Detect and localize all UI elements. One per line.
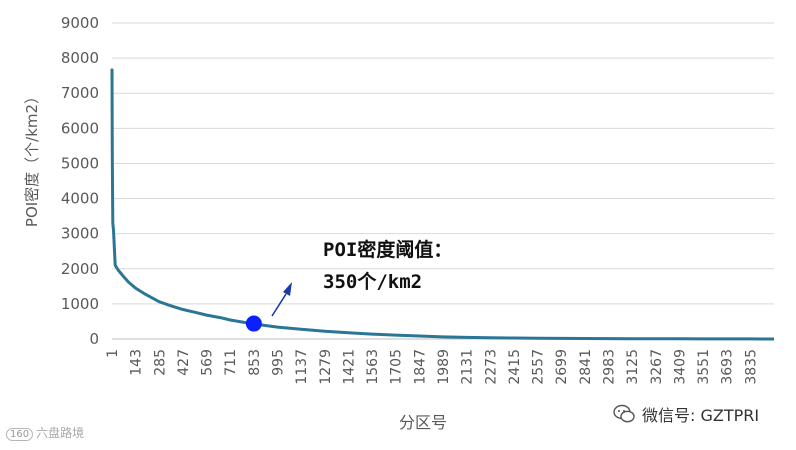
x-tick-label: 1989 [436, 349, 452, 385]
x-tick-label: 2415 [507, 349, 523, 385]
y-tick-label: 8000 [61, 49, 99, 67]
watermark-right: 微信号: GZTPRI [612, 402, 759, 426]
x-tick-label: 1705 [389, 349, 405, 385]
x-tick-label: 711 [223, 349, 239, 376]
y-tick-label: 6000 [61, 119, 99, 137]
watermark-left: 160 六盘路境 [6, 424, 84, 441]
annotation-value: 350个/km2 [323, 271, 422, 293]
y-tick-label: 9000 [61, 14, 99, 32]
x-tick-label: 2131 [460, 349, 476, 385]
x-tick-label: 1847 [412, 349, 428, 385]
x-tick-label: 1 [105, 349, 121, 358]
x-axis-label: 分区号 [399, 413, 447, 432]
x-tick-label: 2983 [602, 349, 618, 385]
y-tick-label: 7000 [61, 84, 99, 102]
x-tick-label: 3693 [720, 349, 736, 385]
y-axis-label: POI密度（个/km2） [23, 89, 41, 227]
threshold-point [245, 315, 262, 332]
x-tick-label: 3551 [696, 349, 712, 385]
x-tick-label: 995 [271, 349, 287, 376]
x-tick-labels: 1 143 285 427 569 711 853 995 1137 1279 1421 1563 17… [105, 349, 759, 385]
x-tick-label: 2841 [578, 349, 594, 385]
x-tick-label: 143 [129, 349, 145, 376]
x-tick-label: 1137 [294, 349, 310, 385]
watermark-right-text: 微信号: GZTPRI [642, 406, 760, 425]
x-tick-label: 3409 [672, 349, 688, 385]
watermark-left-symbol: 160 [6, 428, 34, 441]
y-tick-label: 0 [89, 330, 99, 348]
y-tick-label: 1000 [61, 295, 99, 313]
x-tick-label: 2699 [554, 349, 570, 385]
x-tick-label: 2273 [483, 349, 499, 385]
x-tick-label: 3125 [625, 349, 641, 385]
x-tick-label: 2557 [531, 349, 547, 385]
x-tick-label: 1563 [365, 349, 381, 385]
y-tick-label: 3000 [61, 225, 99, 243]
y-tick-labels: 0 1000 2000 3000 4000 5000 6000 7000 8000 9000 [61, 14, 99, 348]
x-tick-label: 853 [247, 349, 263, 376]
x-tick-label: 3835 [743, 349, 759, 385]
wechat-icon [613, 404, 635, 423]
series-line [110, 68, 775, 341]
annotation-title: POI密度阈值： [323, 238, 452, 261]
x-tick-label: 285 [152, 349, 168, 376]
y-tick-label: 5000 [61, 154, 99, 172]
x-tick-label: 3267 [649, 349, 665, 385]
x-tick-label: 569 [200, 349, 216, 376]
x-tick-label: 427 [176, 349, 192, 376]
x-tick-label: 1279 [318, 349, 334, 385]
gridlines [112, 22, 774, 305]
y-tick-label: 4000 [61, 190, 99, 208]
x-tick-label: 1421 [341, 349, 357, 385]
y-tick-label: 2000 [61, 260, 99, 278]
annotation-arrow [271, 282, 292, 317]
watermark-left-text: 六盘路境 [36, 426, 85, 440]
